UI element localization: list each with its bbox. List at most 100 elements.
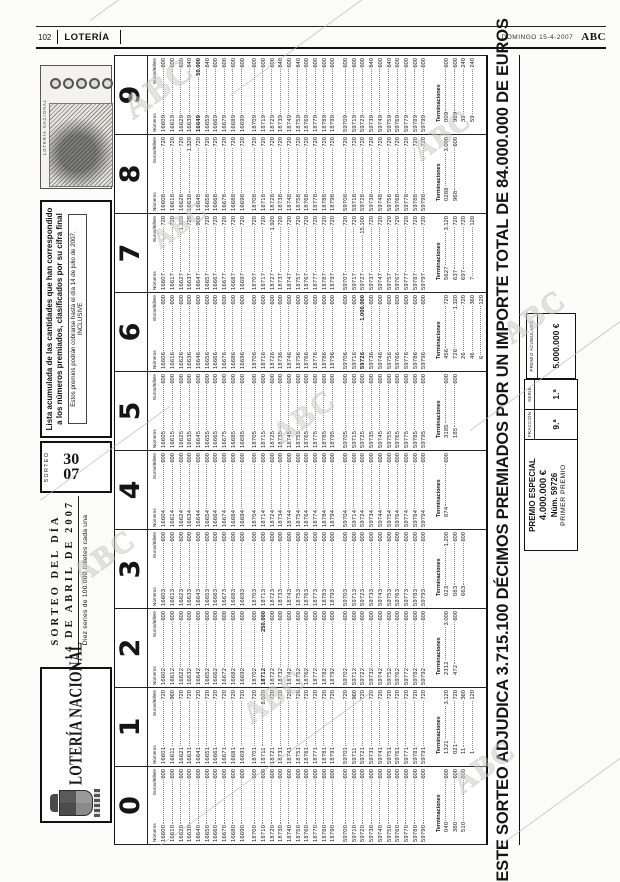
prize-row: 18748 720 [286, 135, 295, 213]
prize-row: 16699 600 [238, 56, 247, 134]
prize-number: 59724 [360, 509, 367, 527]
prize-number: 16653 [204, 588, 211, 606]
prize-number: 16671 [222, 746, 229, 764]
prize-number: 18722 [269, 667, 276, 685]
prize-row: 16693 600 [238, 530, 247, 608]
prize-row: 59721 720 [359, 688, 368, 766]
dot-leader [454, 779, 456, 821]
prize-number: 18711 [260, 747, 267, 764]
prize-row: 18794 600 [329, 451, 338, 529]
dot-leader [445, 463, 447, 506]
prize-number: 16662 [213, 667, 220, 685]
prize-number: 16661 [213, 746, 220, 764]
prize-group: 18700 600 18710 600 18720 600 18730 600 18740 600… [251, 767, 338, 844]
prize-amount: 600 [395, 769, 402, 779]
dot-leader [396, 700, 398, 746]
prize-amount: 600 [412, 611, 419, 621]
prize-number: 59775 [403, 430, 410, 448]
prize-row: 18709 600 [251, 56, 260, 134]
prize-row: 16669 600 [212, 56, 221, 134]
prize-number: 021 [452, 743, 459, 754]
prize-amount: 720 [170, 137, 177, 147]
lista-text: Lista acumulada de las cantidades que ha… [45, 207, 64, 431]
dot-leader [162, 542, 164, 588]
dot-leader [353, 542, 355, 588]
prize-number: 18763 [304, 588, 311, 606]
prize-row: 59742 600 [377, 609, 386, 687]
prize-number: 16668 [213, 193, 220, 211]
prize-row: 5627 3.120 [443, 214, 452, 292]
prize-number: 16676 [222, 351, 229, 369]
prize-row: 18740 600 [286, 767, 295, 844]
prize-row: 16688 720 [230, 135, 239, 213]
prize-number: 18748 [286, 193, 293, 211]
prize-row: 18706 600 [251, 293, 260, 371]
prize-row: 16638 1.320 [186, 135, 195, 213]
prize-number: 16649 [196, 114, 203, 132]
prize-number: 18760 [304, 824, 311, 842]
prize-number: 16636 [187, 351, 194, 369]
prize-amount: 600 [343, 532, 350, 542]
prize-number: 16674 [222, 509, 229, 527]
prize-amount: 720 [369, 216, 376, 226]
prize-number: 59764 [395, 509, 402, 527]
prize-number: 59781 [412, 746, 419, 764]
dot-leader [206, 542, 208, 588]
prize-row: 18752 600 [294, 609, 303, 687]
dot-leader [361, 147, 363, 193]
prize-row: 59759 840 [385, 56, 394, 134]
digit-header: 4 [115, 451, 148, 529]
prize-row: 16630 600 [186, 767, 195, 844]
prize-amount: 720 [286, 137, 293, 147]
prize-number: 18743 [286, 588, 293, 606]
prize-row: 16675 600 [221, 372, 230, 450]
dot-leader [288, 68, 290, 114]
prize-row: 18799 600 [329, 56, 338, 134]
prize-amount: 600 [252, 374, 259, 384]
dot-leader: Números [151, 666, 157, 685]
dot-leader [197, 76, 199, 114]
prize-row: 16602 600 [160, 609, 169, 687]
prize-row: 16636 600 [186, 293, 195, 371]
prize-amount: 600 [187, 611, 194, 621]
column-headers: Números Euros/Billete [148, 293, 160, 371]
prize-group: 16605 600 16615 600 16625 600 16635 600 16645 600… [160, 372, 247, 450]
prize-row: 16668 720 [212, 135, 221, 213]
prize-row: 59776 600 [403, 293, 412, 371]
prize-row: 18778 720 [312, 135, 321, 213]
prize-number: 18746 [286, 351, 293, 369]
dot-leader [206, 463, 208, 509]
prize-amount: 600 [369, 611, 376, 621]
dot-leader [171, 147, 173, 193]
dot-leader [180, 700, 182, 746]
digit-column: 2 Números Euros/Billete 16602 600 16612 600 166… [115, 608, 487, 687]
dot-leader [388, 226, 390, 272]
prize-row: 18757 720 [294, 214, 303, 292]
prize-row: 16663 600 [212, 530, 221, 608]
prize-amount: 720 [360, 137, 367, 147]
prize-number: 59761 [395, 746, 402, 764]
prize-row: 59702 600 [342, 609, 351, 687]
prize-group: 16602 600 16612 600 16622 600 16632 600 16642 600… [160, 609, 247, 687]
prize-number: 18761 [304, 746, 311, 764]
prize-number: 59778 [403, 193, 410, 211]
lista-acumulada-box: Lista acumulada de las cantidades que ha… [40, 200, 112, 438]
dot-leader [405, 305, 407, 351]
prize-row: 18793 600 [329, 530, 338, 608]
prize-group: 16606 600 16616 600 16626 600 16636 600 16646 600… [160, 293, 247, 371]
dot-leader [462, 700, 464, 747]
prize-amount: 720 [230, 137, 237, 147]
dot-leader: Euros/Billete [151, 690, 157, 716]
prize-amount: 720 [386, 690, 393, 700]
premio-especial-amount: 4.000.000 € [538, 469, 550, 521]
prize-row: 16690 600 [238, 767, 247, 844]
dot-leader [253, 384, 255, 430]
prize-row: 18716 600 [260, 293, 269, 371]
dot-leader [241, 305, 243, 351]
prize-amount: 600 [421, 769, 428, 779]
prize-row: 18739 840 [277, 56, 286, 134]
prize-row: 16626 600 [177, 293, 186, 371]
dot-leader [214, 68, 216, 114]
prize-row: 7 120 [469, 214, 478, 292]
divider [119, 30, 121, 44]
